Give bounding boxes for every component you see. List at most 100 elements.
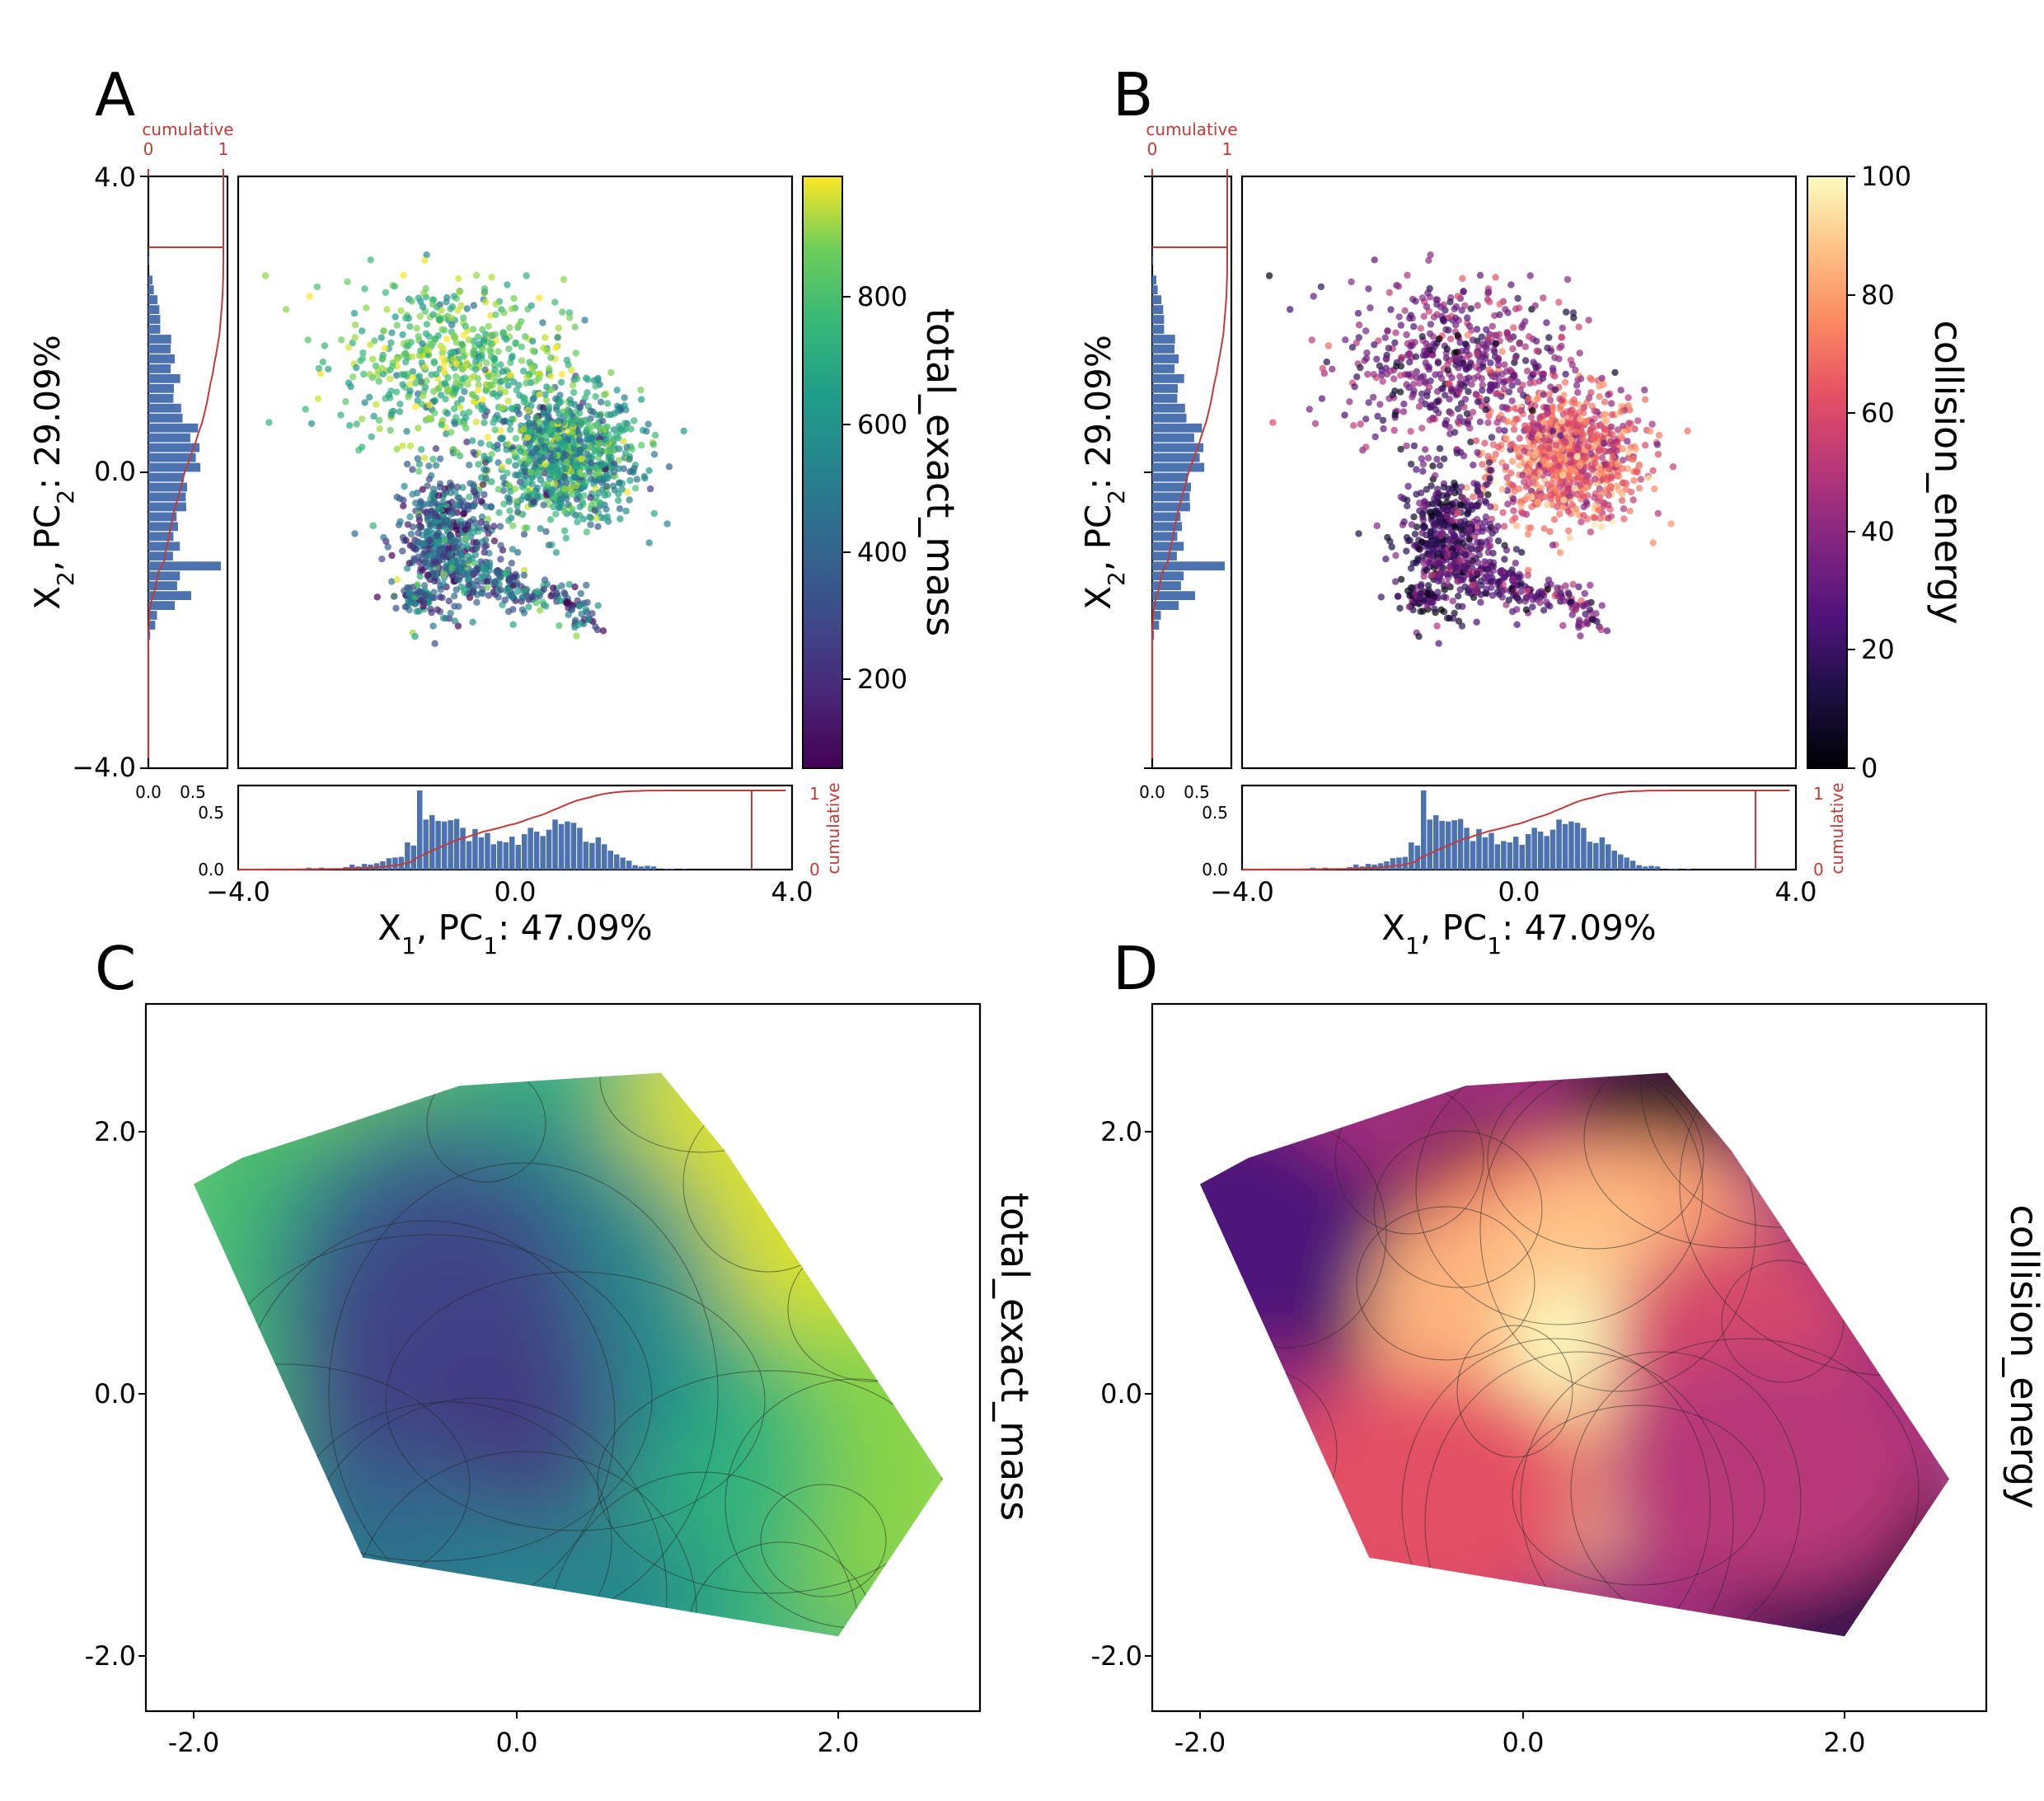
- scatter-point: [603, 482, 611, 490]
- scatter-point: [1398, 575, 1405, 584]
- scatter-point: [1576, 482, 1584, 490]
- scatter-point: [391, 593, 398, 600]
- scatter-point: [452, 339, 460, 346]
- scatter-point: [1507, 569, 1514, 576]
- scatter-point: [1379, 378, 1386, 385]
- scatter-point: [1440, 455, 1448, 462]
- scatter-point: [314, 395, 322, 402]
- scatter-point: [565, 309, 574, 317]
- scatter-point: [1442, 326, 1450, 334]
- scatter-point: [663, 520, 671, 528]
- scatter-point: [1597, 626, 1606, 634]
- panel-b-left-histogram-bars: [1152, 246, 1225, 650]
- histogram-bar: [1544, 836, 1549, 870]
- scatter-point: [450, 405, 458, 413]
- scatter-point: [1566, 492, 1573, 499]
- scatter-point: [1490, 381, 1498, 389]
- scatter-point: [569, 382, 577, 389]
- scatter-point: [1617, 387, 1624, 394]
- panel-a-left-histogram: [147, 175, 229, 770]
- scatter-point: [1537, 588, 1545, 595]
- scatter-point: [506, 420, 514, 427]
- scatter-point: [637, 386, 645, 394]
- scatter-point: [363, 304, 370, 312]
- scatter-point: [1596, 514, 1604, 523]
- histogram-bar: [1152, 522, 1182, 532]
- scatter-point: [1445, 537, 1452, 544]
- scatter-point: [539, 319, 546, 326]
- scatter-point: [558, 439, 565, 446]
- panel-a-colorbar-label: total_exact_mass: [918, 308, 963, 636]
- scatter-point: [1483, 396, 1491, 404]
- scatter-point: [1514, 294, 1521, 303]
- contour-line: [1401, 1338, 1711, 1637]
- scatter-point: [1509, 575, 1517, 583]
- histogram-bar: [589, 842, 595, 870]
- scatter-point: [1568, 611, 1576, 618]
- histogram-bar: [1581, 828, 1587, 870]
- scatter-point: [1367, 304, 1374, 312]
- scatter-point: [499, 418, 507, 425]
- scatter-point: [469, 391, 476, 399]
- histogram-bar: [1152, 295, 1162, 304]
- scatter-point: [556, 504, 563, 512]
- scatter-point: [1407, 343, 1414, 350]
- scatter-point: [472, 365, 480, 373]
- scatter-point: [1445, 380, 1452, 387]
- scatter-point: [1627, 488, 1635, 495]
- scatter-point: [520, 571, 528, 579]
- histogram-bar: [1556, 819, 1562, 870]
- scatter-point: [1564, 589, 1572, 597]
- scatter-point: [521, 467, 528, 476]
- scatter-point: [1395, 313, 1403, 321]
- scatter-point: [1598, 523, 1606, 530]
- scatter-point: [1469, 408, 1477, 416]
- scatter-point: [551, 298, 559, 306]
- scatter-point: [1452, 565, 1460, 572]
- scatter-point: [1425, 548, 1432, 556]
- scatter-point: [1413, 368, 1421, 375]
- scatter-point: [540, 501, 547, 509]
- scatter-point: [425, 415, 433, 423]
- histogram-bar: [1152, 315, 1165, 324]
- scatter-point: [504, 440, 512, 448]
- scatter-point: [1548, 481, 1555, 488]
- scatter-point: [421, 548, 429, 556]
- histogram-bar: [148, 285, 154, 294]
- scatter-point: [468, 588, 476, 595]
- scatter-point: [510, 594, 518, 602]
- scatter-point: [1536, 414, 1544, 421]
- panel-c-x-tick-left: -2.0: [168, 1727, 219, 1758]
- scatter-point: [432, 445, 440, 453]
- scatter-point: [1456, 339, 1464, 346]
- scatter-point: [520, 531, 528, 538]
- scatter-point: [1517, 387, 1524, 394]
- scatter-point: [1452, 321, 1460, 329]
- scatter-point: [573, 415, 580, 423]
- scatter-point: [418, 401, 425, 408]
- histogram-bar: [1513, 837, 1519, 870]
- scatter-point: [403, 343, 410, 350]
- scatter-point: [1388, 543, 1395, 551]
- scatter-point: [1444, 570, 1451, 578]
- scatter-point: [1311, 420, 1320, 428]
- histogram-bar: [1152, 413, 1187, 423]
- scatter-point: [505, 517, 513, 524]
- scatter-point: [1487, 503, 1494, 510]
- scatter-point: [1412, 353, 1420, 360]
- scatter-point: [1397, 493, 1405, 501]
- scatter-point: [545, 542, 553, 549]
- scatter-point: [561, 527, 569, 535]
- scatter-point: [1559, 504, 1567, 512]
- scatter-point: [615, 490, 622, 498]
- scatter-point: [1474, 486, 1481, 495]
- scatter-point: [473, 598, 481, 606]
- scatter-point: [1645, 475, 1653, 482]
- panel-a-scatter-frame: [237, 175, 794, 770]
- histogram-bar: [1409, 842, 1414, 870]
- panel-b-left-cumulative-line: [1151, 176, 1228, 758]
- scatter-point: [529, 337, 537, 345]
- scatter-point: [1456, 379, 1464, 387]
- scatter-point: [461, 374, 469, 382]
- histogram-bar: [435, 820, 441, 870]
